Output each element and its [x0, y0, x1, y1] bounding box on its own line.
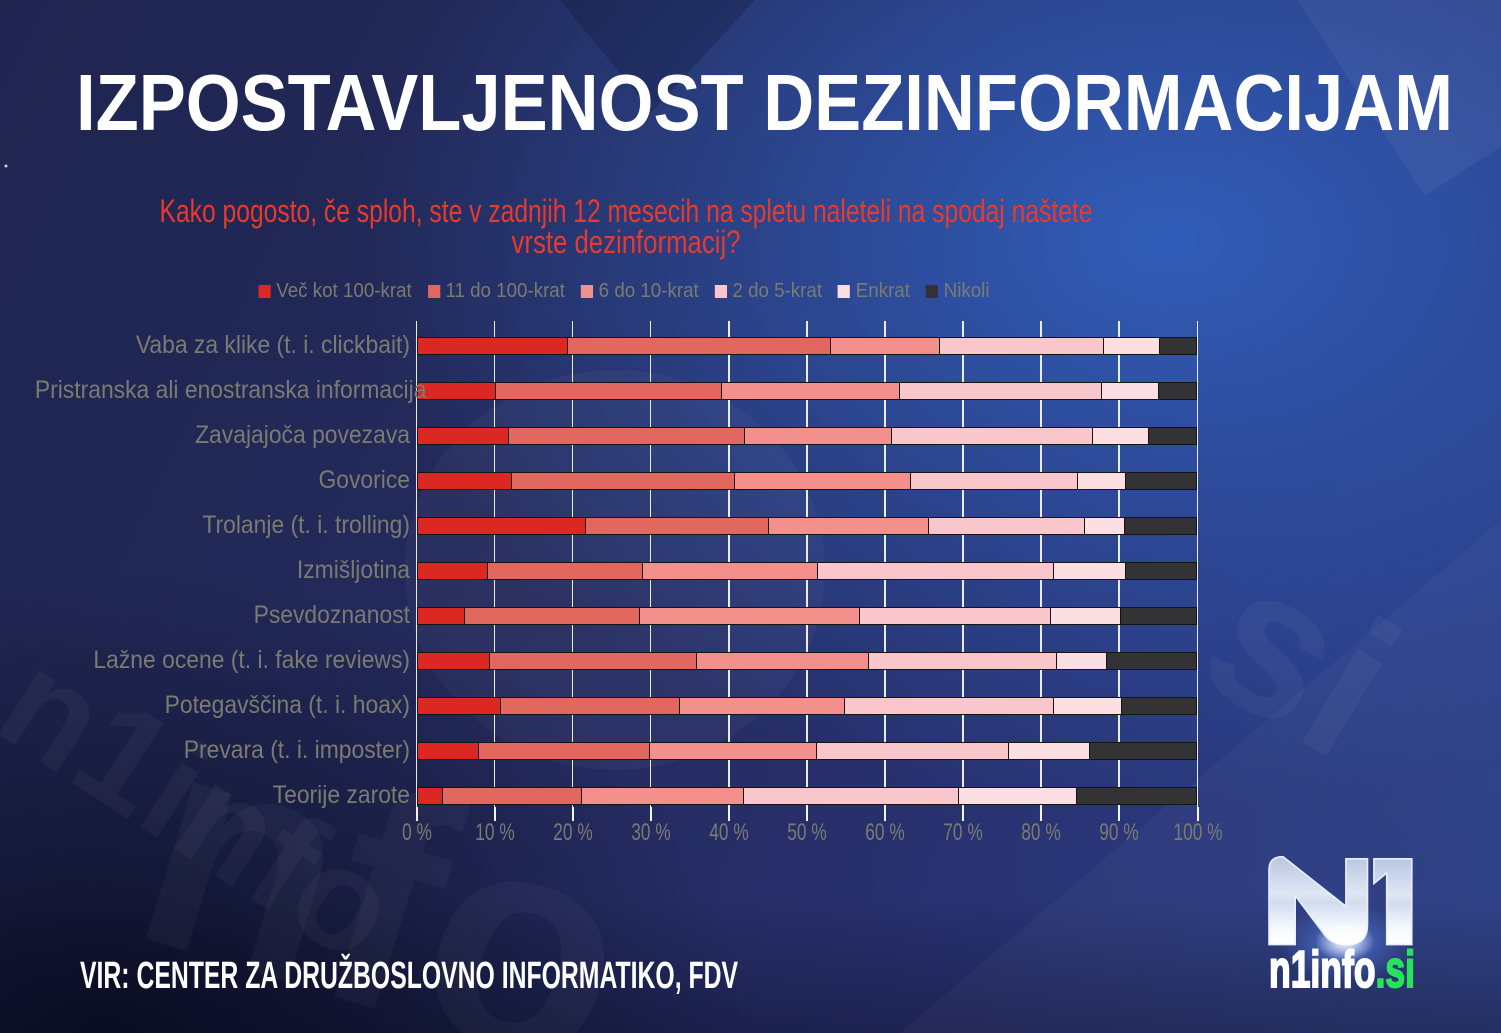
- svg-text:n1info.si: n1info.si: [1269, 941, 1415, 999]
